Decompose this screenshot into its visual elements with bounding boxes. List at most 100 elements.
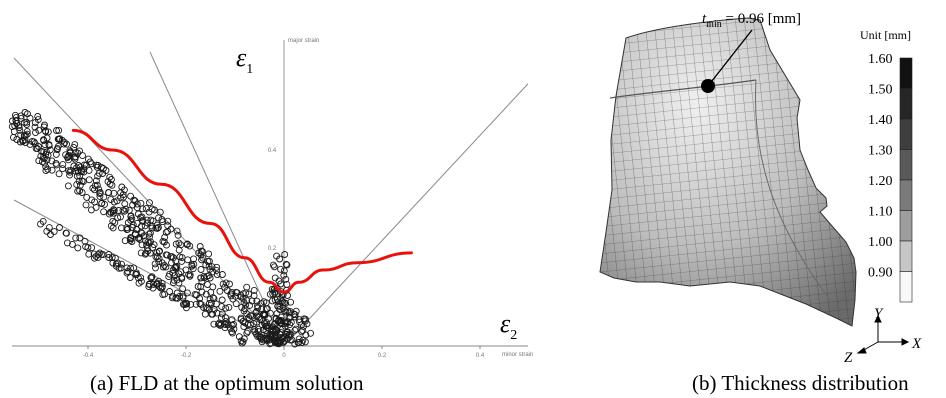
scatter-point <box>89 184 97 192</box>
axis-ticks: -0.4 -0.2 0 0.2 0.4 0.2 0.4 <box>83 148 485 359</box>
scatter-point <box>277 265 285 273</box>
scatter-point <box>161 233 169 241</box>
y-axis-small-label: major strain <box>288 38 319 44</box>
scatter-point <box>146 229 154 237</box>
scatter-point <box>159 263 167 271</box>
scatter-point <box>173 227 181 235</box>
scatter-point <box>188 262 196 270</box>
scatter-point <box>105 254 113 261</box>
scatter-point <box>276 317 284 325</box>
scatter-point <box>107 196 115 204</box>
scatter-point <box>59 161 67 169</box>
scatter-point <box>15 124 23 132</box>
scatter-point <box>137 274 145 282</box>
scatter-point <box>288 336 296 344</box>
scatter-point <box>281 251 289 258</box>
scatter-point <box>126 274 134 282</box>
scatter-point <box>88 244 96 252</box>
scatter-point <box>153 224 161 232</box>
scatter-point <box>45 142 53 149</box>
scatter-point <box>244 327 252 335</box>
scatter-point <box>282 308 290 316</box>
scatter-point <box>190 255 198 263</box>
scatter-point <box>161 290 169 298</box>
legend-swatch <box>899 57 913 89</box>
scatter-point <box>169 269 177 277</box>
scatter-point <box>92 177 100 185</box>
scatter-point <box>273 310 281 318</box>
scatter-point <box>83 193 91 201</box>
scatter-point <box>307 329 315 337</box>
scatter-point <box>91 254 98 262</box>
scatter-point <box>123 264 131 272</box>
x-axis-small-label: minor strain <box>502 352 533 358</box>
tmin-label: tmin = 0.96 [mm] <box>702 11 801 30</box>
scatter-point <box>222 279 230 287</box>
scatter-point <box>153 280 161 288</box>
scatter-point <box>302 331 310 339</box>
scatter-point <box>143 241 151 249</box>
scatter-point <box>124 225 132 233</box>
scatter-point <box>110 198 118 206</box>
scatter-point <box>243 283 251 291</box>
scatter-point <box>255 328 263 336</box>
scatter-point <box>291 326 299 334</box>
scatter-point <box>145 280 153 288</box>
tmin-value: = 0.96 [mm] <box>722 11 801 27</box>
scatter-point <box>175 246 183 254</box>
scatter-point <box>183 300 191 308</box>
scatter-point <box>259 326 267 334</box>
scatter-point <box>99 165 107 172</box>
scatter-point <box>105 188 112 196</box>
scatter-point <box>68 240 76 248</box>
scatter-point <box>285 313 293 321</box>
scatter-point <box>43 134 51 142</box>
scatter-point <box>298 339 306 347</box>
scatter-point <box>43 227 51 235</box>
scatter-point <box>282 299 290 307</box>
scatter-point <box>151 260 159 268</box>
scatter-point <box>143 244 151 252</box>
scatter-point <box>284 318 292 326</box>
scatter-point <box>135 233 143 241</box>
scatter-point <box>202 304 210 312</box>
scatter-point <box>108 254 116 261</box>
scatter-point <box>210 295 218 303</box>
scatter-point <box>61 139 69 147</box>
scatter-point <box>232 300 240 308</box>
scatter-point <box>62 229 70 237</box>
tmin-sub: min <box>706 19 722 30</box>
scatter-point <box>85 250 93 258</box>
scatter-point <box>183 240 191 248</box>
scatter-point <box>218 296 226 304</box>
scatter-point <box>12 114 20 122</box>
scatter-point <box>282 260 290 268</box>
scatter-point <box>31 123 39 131</box>
scatter-point <box>262 322 270 330</box>
scatter-point <box>37 220 44 228</box>
scatter-point <box>254 304 262 312</box>
scatter-point <box>56 224 63 231</box>
scatter-point <box>55 170 63 178</box>
scatter-point <box>82 201 90 209</box>
scatter-point <box>117 213 124 221</box>
scatter-point <box>251 326 259 334</box>
scatter-point <box>66 149 74 157</box>
scatter-point <box>273 284 281 292</box>
scatter-point <box>42 167 50 175</box>
scatter-point <box>186 271 194 279</box>
scatter-point <box>176 253 184 261</box>
scatter-point <box>217 314 225 322</box>
scatter-point <box>140 232 148 240</box>
scatter-point <box>43 156 51 164</box>
scatter-point <box>168 253 176 261</box>
formed-part <box>599 17 857 327</box>
x-tick-label: 0.2 <box>378 353 387 359</box>
scatter-point <box>248 297 256 305</box>
scatter-point <box>106 173 114 181</box>
scatter-point <box>275 298 282 306</box>
y-tick-label: 0.4 <box>268 148 277 154</box>
scatter-point <box>230 320 238 328</box>
scatter-point <box>101 200 109 208</box>
scatter-point <box>78 177 86 185</box>
